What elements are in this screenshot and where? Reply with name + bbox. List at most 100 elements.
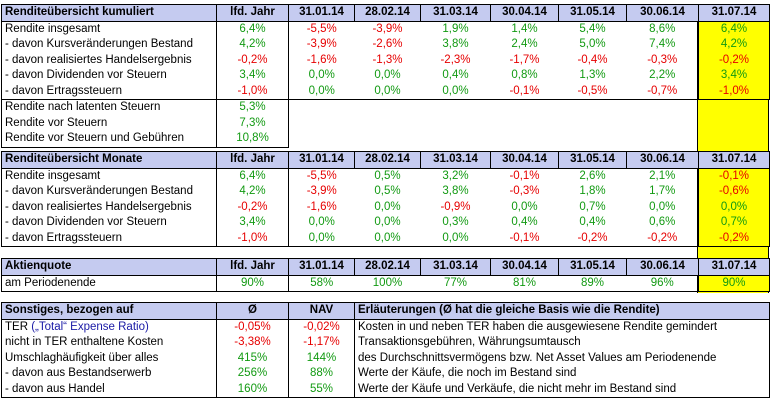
header-date: 30.04.14 — [490, 258, 559, 276]
cell-value: -0,2% — [698, 230, 770, 247]
header-date: 30.04.14 — [490, 4, 559, 22]
table-rendite-kumuliert: Renditeübersicht kumuliert lfd. Jahr 31.… — [1, 4, 770, 148]
cell-value: 90% — [698, 275, 770, 292]
header-lfd-jahr: lfd. Jahr — [216, 4, 289, 22]
table-row: - davon Ertragssteuern -1,0% 0,0% 0,0% 0… — [1, 230, 770, 247]
cell-value: 0,0% — [420, 83, 491, 100]
row-label: - davon realisiertes Handelsergebnis — [1, 199, 217, 215]
cell-value: 4,2% — [698, 37, 770, 53]
table-row: - davon Dividenden vor Steuern 3,4% 0,0%… — [1, 68, 770, 84]
cell-value: 6,4% — [698, 21, 770, 37]
cell-value: -0,2% — [698, 52, 770, 68]
cell-value: 3,2% — [442, 169, 469, 182]
table-row: - davon Ertragssteuern -1,0% 0,0% 0,0% 0… — [1, 83, 770, 100]
cell-value: 0,5% — [374, 169, 401, 182]
row-label: Umschlaghäufigkeit über alles — [1, 350, 217, 366]
header-date: 31.03.14 — [420, 151, 491, 169]
cell-value: 89% — [558, 275, 627, 292]
header-row: Renditeübersicht kumuliert lfd. Jahr 31.… — [1, 4, 770, 22]
cell-value: 81% — [490, 275, 559, 292]
cell-note: Transaktionsgebühren, Währungsumtausch — [354, 335, 770, 351]
cell-value: -2,6% — [372, 38, 403, 51]
cell-value: -1,0% — [216, 230, 289, 247]
row-label: Rendite insgesamt — [1, 168, 217, 184]
cell-value: 0,4% — [579, 216, 606, 229]
table-sonstiges: Sonstiges, bezogen auf Ø NAV Erläuterung… — [1, 302, 770, 398]
cell-value: 3,8% — [442, 185, 469, 198]
table-row: - davon aus Handel 160% 55% Werte der Kä… — [1, 381, 770, 398]
cell-value: 0,0% — [698, 199, 770, 215]
cell-value: 0,3% — [442, 216, 469, 229]
cell-value: 1,3% — [579, 69, 606, 82]
header-nav: NAV — [288, 302, 355, 320]
cell-value: 3,4% — [216, 68, 289, 84]
header-avg: Ø — [216, 302, 289, 320]
cell-value: 7,4% — [649, 38, 676, 51]
cell-value: 0,0% — [354, 230, 421, 247]
cell-value: 0,0% — [354, 83, 421, 100]
cell-value: 415% — [216, 350, 289, 366]
cell-value: 3,8% — [442, 38, 469, 51]
header-title: Aktienquote — [1, 258, 217, 276]
cell-value: 0,8% — [511, 69, 538, 82]
header-date: 31.05.14 — [558, 4, 627, 22]
row-label: - davon Kursveränderungen Bestand — [1, 184, 217, 200]
cell-value: -0,05% — [216, 319, 289, 335]
row-label: Rendite nach latenten Steuern — [1, 99, 217, 116]
cell-value: -3,9% — [372, 22, 403, 35]
cell-value: 0,6% — [649, 216, 676, 229]
cell-value: 0,0% — [511, 200, 538, 213]
cell-note: des Durchschnittsvermögens bzw. Net Asse… — [354, 350, 770, 366]
row-label: Rendite vor Steuern — [1, 115, 217, 131]
cell-value: 0,0% — [374, 200, 401, 213]
header-date-current: 31.07.14 — [698, 4, 770, 22]
cell-value: -5,5% — [306, 22, 337, 35]
table-aktienquote: Aktienquote lfd. Jahr 31.01.14 28.02.14 … — [1, 258, 770, 292]
cell-value: 1,9% — [442, 22, 469, 35]
cell-note: Werte der Käufe und Verkäufe, die nicht … — [354, 381, 770, 398]
header-title: Renditeübersicht kumuliert — [1, 4, 217, 22]
row-label: - davon Kursveränderungen Bestand — [1, 37, 217, 53]
row-label: Rendite insgesamt — [1, 21, 217, 37]
header-row: Renditeübersicht Monate lfd. Jahr 31.01.… — [1, 151, 770, 169]
cell-value: -1,0% — [698, 83, 770, 100]
cell-value: -0,3% — [647, 53, 678, 66]
row-label: TER („Total“ Expense Ratio) — [1, 319, 217, 335]
row-label: - davon Ertragssteuern — [1, 230, 217, 247]
cell-value: 2,4% — [511, 38, 538, 51]
cell-value: 0,0% — [420, 230, 491, 247]
cell-value: -0,1% — [698, 168, 770, 184]
table-row: am Periodenende 90% 58% 100% 77% 81% 89%… — [1, 275, 770, 292]
cell-value: -0,2% — [626, 230, 699, 247]
cell-value: 0,7% — [579, 200, 606, 213]
cell-value: 0,4% — [511, 216, 538, 229]
header-title: Renditeübersicht Monate — [1, 151, 217, 169]
header-date: 31.01.14 — [288, 151, 355, 169]
ter-link[interactable]: („Total“ Expense Ratio) — [31, 320, 149, 333]
cell-value: 4,2% — [216, 37, 289, 53]
table-row: - davon realisiertes Handelsergebnis -0,… — [1, 52, 770, 68]
cell-value: 0,0% — [374, 216, 401, 229]
table-row: Rendite vor Steuern und Gebühren 10,8% — [1, 131, 770, 148]
row-label: - davon aus Handel — [1, 381, 217, 398]
cell-value: -1,17% — [288, 335, 355, 351]
cell-value: -3,9% — [306, 38, 337, 51]
cell-value: -0,2% — [216, 199, 289, 215]
cell-value: 0,0% — [308, 216, 335, 229]
cell-value: 3,4% — [216, 215, 289, 231]
cell-value: -0,9% — [440, 200, 471, 213]
table-row: Rendite vor Steuern 7,3% — [1, 115, 770, 131]
cell-value: -3,9% — [306, 185, 337, 198]
row-label: am Periodenende — [1, 275, 217, 292]
header-date: 31.01.14 — [288, 258, 355, 276]
table-row: TER („Total“ Expense Ratio) -0,05% -0,02… — [1, 319, 770, 335]
header-date: 28.02.14 — [354, 258, 421, 276]
cell-value: 0,7% — [698, 215, 770, 231]
header-date: 28.02.14 — [354, 4, 421, 22]
table-row: - davon Dividenden vor Steuern 3,4% 0,0%… — [1, 215, 770, 231]
cell-value: -0,2% — [558, 230, 627, 247]
header-date: 31.03.14 — [420, 4, 491, 22]
cell-value: 5,0% — [579, 38, 606, 51]
cell-value: 160% — [216, 381, 289, 398]
cell-value: -3,38% — [216, 335, 289, 351]
